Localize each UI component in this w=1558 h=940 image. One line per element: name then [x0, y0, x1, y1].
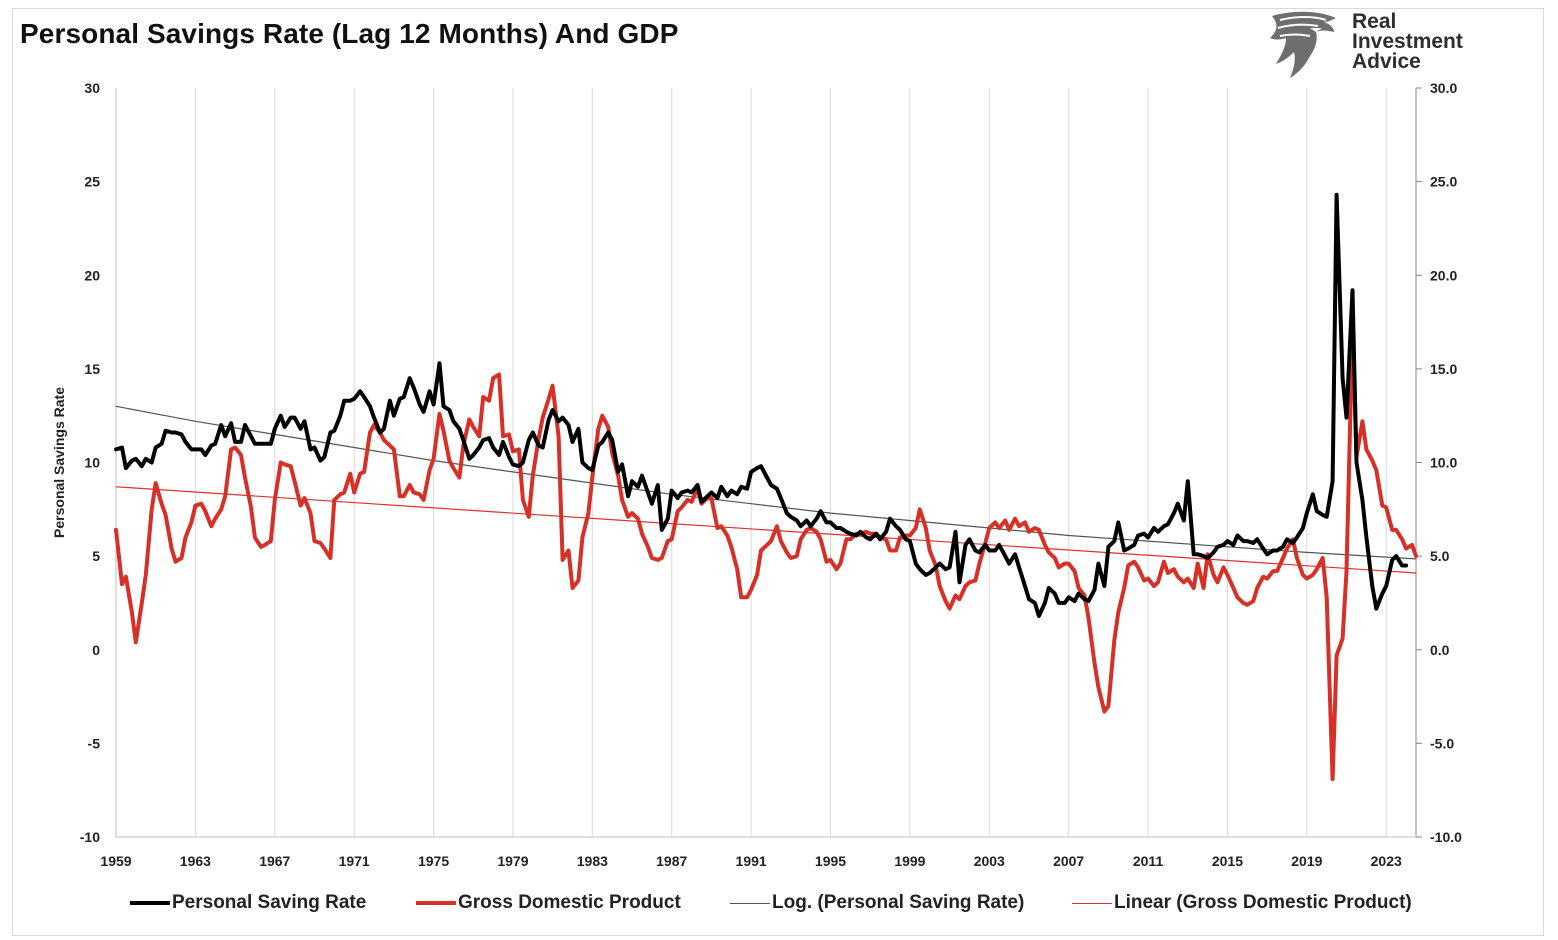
y-tick-label: -10	[80, 829, 100, 845]
y2-tick-label: -5.0	[1430, 735, 1454, 751]
x-tick-label: 1971	[339, 853, 370, 869]
x-tick-label: 2003	[974, 853, 1005, 869]
y-tick-label: 10	[84, 455, 100, 471]
x-tick-label: 1987	[656, 853, 687, 869]
brand-line-3: Advice	[1352, 50, 1421, 73]
legend-label: Log. (Personal Saving Rate)	[772, 892, 1025, 913]
y2-tick-label: 0.0	[1430, 642, 1450, 658]
chart-title: Personal Savings Rate (Lag 12 Months) An…	[20, 18, 679, 49]
x-tick-label: 1999	[894, 853, 925, 869]
y-tick-label: 15	[84, 361, 100, 377]
y2-tick-label: 30.0	[1430, 80, 1457, 96]
grid-layer	[194, 88, 1387, 837]
y2-tick-label: 20.0	[1430, 267, 1457, 283]
legend-label: Personal Saving Rate	[172, 892, 367, 913]
y-axis-label: Personal Savings Rate	[51, 387, 67, 538]
y-tick-label: 30	[84, 80, 100, 96]
x-tick-label: 1963	[180, 853, 211, 869]
x-tick-label: 1983	[577, 853, 608, 869]
y-tick-label: -5	[88, 735, 101, 751]
legend-label: Linear (Gross Domestic Product)	[1114, 892, 1412, 913]
x-tick-label: 2011	[1133, 853, 1164, 869]
series-line-log-personal-saving-rate	[115, 405, 1417, 560]
legend-item-gross-domestic-product: Gross Domestic Product	[416, 888, 681, 918]
x-tick-label: 1991	[736, 853, 767, 869]
y-tick-label: 5	[92, 548, 100, 564]
x-tick-label: 2019	[1291, 853, 1322, 869]
y2-tick-label: 15.0	[1430, 361, 1457, 377]
y2-tick-label: 5.0	[1430, 548, 1450, 564]
series-layer	[114, 192, 1418, 781]
legend-swatch	[730, 902, 770, 904]
brand-logo: Real Investment Advice	[1266, 8, 1486, 80]
chart-legend: Personal Saving Rate Gross Domestic Prod…	[0, 888, 1558, 918]
brand-line-1: Real	[1352, 10, 1397, 33]
brand-line-2: Investment	[1352, 30, 1463, 53]
y2-tick-label: -10.0	[1430, 829, 1462, 845]
y2-tick-label: 10.0	[1430, 455, 1457, 471]
axis-layer: 1959 1963 1967 1971 1975 1979 1983 1987 1991 1995…	[80, 80, 1462, 869]
x-tick-label: 1995	[815, 853, 846, 869]
legend-item-log-trend: Log. (Personal Saving Rate)	[730, 888, 1024, 918]
x-tick-label: 2015	[1212, 853, 1243, 869]
y-tick-label: 20	[84, 267, 100, 283]
legend-swatch	[1072, 902, 1112, 904]
x-tick-label: 1959	[100, 853, 131, 869]
x-tick-label: 1979	[497, 853, 528, 869]
legend-swatch	[130, 901, 170, 905]
series-line-gross-domestic-product	[114, 323, 1418, 781]
legend-label: Gross Domestic Product	[458, 892, 681, 913]
eagle-head-icon	[1270, 11, 1336, 79]
chart-frame	[12, 8, 1544, 936]
legend-swatch	[416, 901, 456, 905]
legend-item-linear-trend: Linear (Gross Domestic Product)	[1072, 888, 1412, 918]
x-tick-label: 2007	[1053, 853, 1084, 869]
series-line-personal-saving-rate	[114, 192, 1409, 618]
x-tick-label: 1975	[418, 853, 449, 869]
x-tick-label: 2023	[1371, 853, 1402, 869]
x-tick-label: 1967	[259, 853, 290, 869]
y2-tick-label: 25.0	[1430, 174, 1457, 190]
y-tick-label: 25	[84, 174, 100, 190]
legend-item-personal-saving-rate: Personal Saving Rate	[130, 888, 366, 918]
brand-name: Real Investment Advice	[1352, 10, 1463, 73]
y-tick-label: 0	[92, 642, 100, 658]
